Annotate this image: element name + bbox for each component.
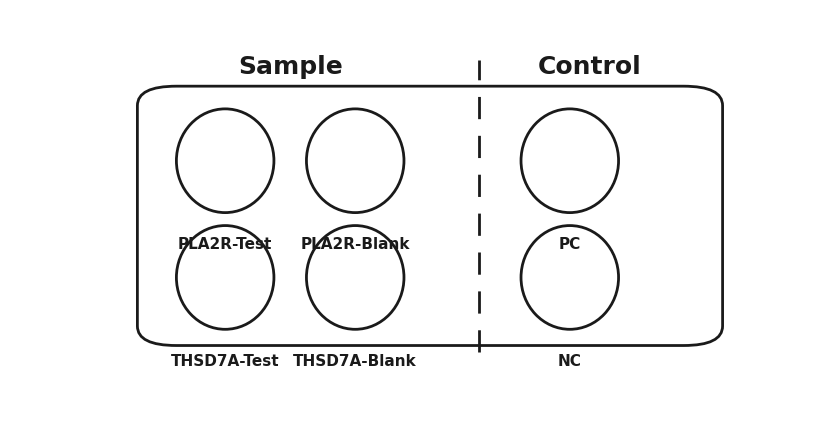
Text: Control: Control: [538, 55, 641, 79]
Ellipse shape: [176, 109, 274, 213]
Text: PLA2R-Test: PLA2R-Test: [178, 237, 273, 252]
FancyBboxPatch shape: [138, 86, 722, 346]
Ellipse shape: [521, 226, 618, 329]
Ellipse shape: [306, 109, 404, 213]
Text: Sample: Sample: [237, 55, 342, 79]
Text: THSD7A-Test: THSD7A-Test: [171, 354, 279, 369]
Ellipse shape: [306, 226, 404, 329]
Text: NC: NC: [558, 354, 581, 369]
Ellipse shape: [176, 226, 274, 329]
Text: PC: PC: [559, 237, 581, 252]
Ellipse shape: [521, 109, 618, 213]
Text: PLA2R-Blank: PLA2R-Blank: [300, 237, 410, 252]
Text: THSD7A-Blank: THSD7A-Blank: [294, 354, 417, 369]
